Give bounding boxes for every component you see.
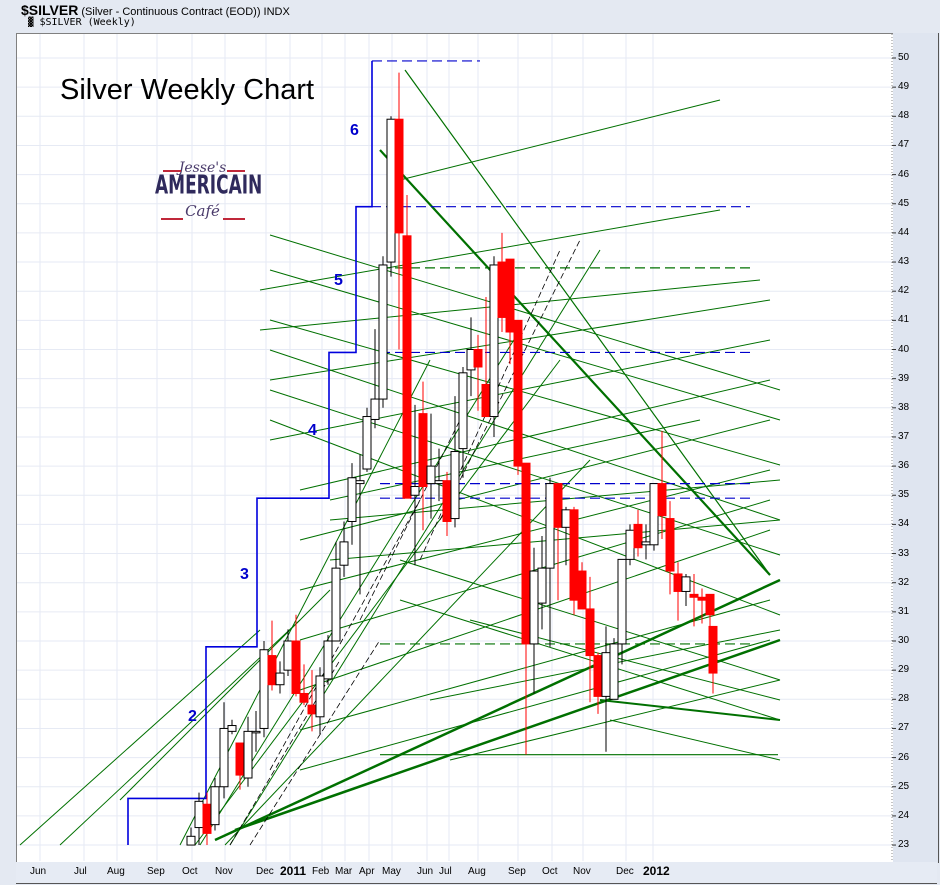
date-tick-label: Jun: [417, 866, 434, 877]
price-axis: [893, 33, 939, 863]
chart-title: Silver Weekly Chart: [60, 74, 315, 106]
wave-count-label: 2: [188, 708, 197, 725]
date-tick-label: Dec: [616, 866, 634, 877]
price-tick-label: 48: [898, 110, 910, 122]
date-tick-label: Feb: [312, 866, 330, 877]
price-tick-label: 34: [898, 518, 910, 530]
price-tick-label: 25: [898, 780, 910, 792]
wave-count-label: 4: [308, 422, 317, 439]
series-legend: ▓ $SILVER (Weekly): [28, 17, 136, 28]
jesses-americain-cafe-logo: Jesse's AMERICAIN Café: [155, 160, 263, 235]
price-tick-label: 50: [898, 52, 910, 63]
price-tick-label: 40: [898, 343, 910, 355]
price-tick-label: 28: [898, 693, 910, 705]
date-tick-label: May: [382, 866, 401, 877]
price-tick-label: 35: [898, 489, 910, 501]
price-tick-label: 27: [898, 722, 910, 734]
price-tick-label: 39: [898, 372, 910, 384]
candle-legend-icon: ▓: [28, 18, 34, 28]
price-tick-label: 47: [898, 139, 910, 151]
date-tick-label: Jun: [30, 866, 47, 877]
price-tick-label: 29: [898, 664, 910, 676]
price-tick-label: 45: [898, 197, 910, 209]
price-tick-label: 26: [898, 751, 910, 763]
logo-line2: AMERICAIN: [155, 171, 263, 201]
symbol-description: (Silver - Continuous Contract (EOD)) IND…: [81, 6, 290, 18]
date-tick-label: Sep: [147, 866, 165, 877]
price-tick-label: 43: [898, 256, 910, 268]
price-tick-label: 23: [898, 839, 910, 851]
date-tick-label: Aug: [468, 866, 486, 877]
price-tick-label: 38: [898, 401, 910, 413]
price-tick-label: 37: [898, 430, 910, 442]
price-tick-label: 36: [898, 460, 910, 472]
logo-line3: Café: [185, 202, 220, 220]
date-tick-label: Mar: [335, 866, 353, 877]
series-label: $SILVER (Weekly): [39, 17, 136, 28]
price-tick-label: 49: [898, 81, 910, 93]
date-tick-label: Aug: [107, 866, 125, 877]
symbol: $SILVER: [21, 2, 79, 18]
price-tick-label: 30: [898, 635, 910, 646]
date-tick-label: Nov: [215, 866, 233, 877]
date-tick-label: Oct: [542, 866, 558, 877]
wave-count-label: 5: [334, 272, 343, 289]
price-tick-label: 24: [898, 809, 910, 821]
wave-count-label: 6: [350, 122, 359, 139]
symbol-title: $SILVER (Silver - Continuous Contract (E…: [21, 2, 290, 18]
price-tick-label: 31: [898, 605, 910, 617]
date-tick-label: Apr: [359, 866, 375, 877]
date-tick-label: Jul: [439, 866, 452, 877]
price-tick-label: 32: [898, 576, 910, 588]
price-tick-label: 46: [898, 168, 910, 180]
wave-count-label: 3: [240, 566, 249, 583]
logo-line1: Jesse's: [178, 160, 227, 176]
chart-header: $SILVER (Silver - Continuous Contract (E…: [0, 0, 940, 34]
price-tick-label: 42: [898, 285, 910, 297]
date-tick-label: Dec: [256, 866, 274, 877]
date-tick-label: 2012: [643, 864, 670, 878]
price-tick-label: 33: [898, 547, 910, 559]
date-tick-label: Jul: [74, 866, 87, 877]
date-tick-label: Nov: [573, 866, 591, 877]
date-tick-label: Sep: [508, 866, 526, 877]
date-axis: [16, 862, 937, 884]
price-tick-label: 44: [898, 226, 910, 238]
price-tick-label: 41: [898, 314, 910, 326]
date-tick-label: Oct: [182, 866, 198, 877]
date-tick-label: 2011: [280, 864, 307, 878]
